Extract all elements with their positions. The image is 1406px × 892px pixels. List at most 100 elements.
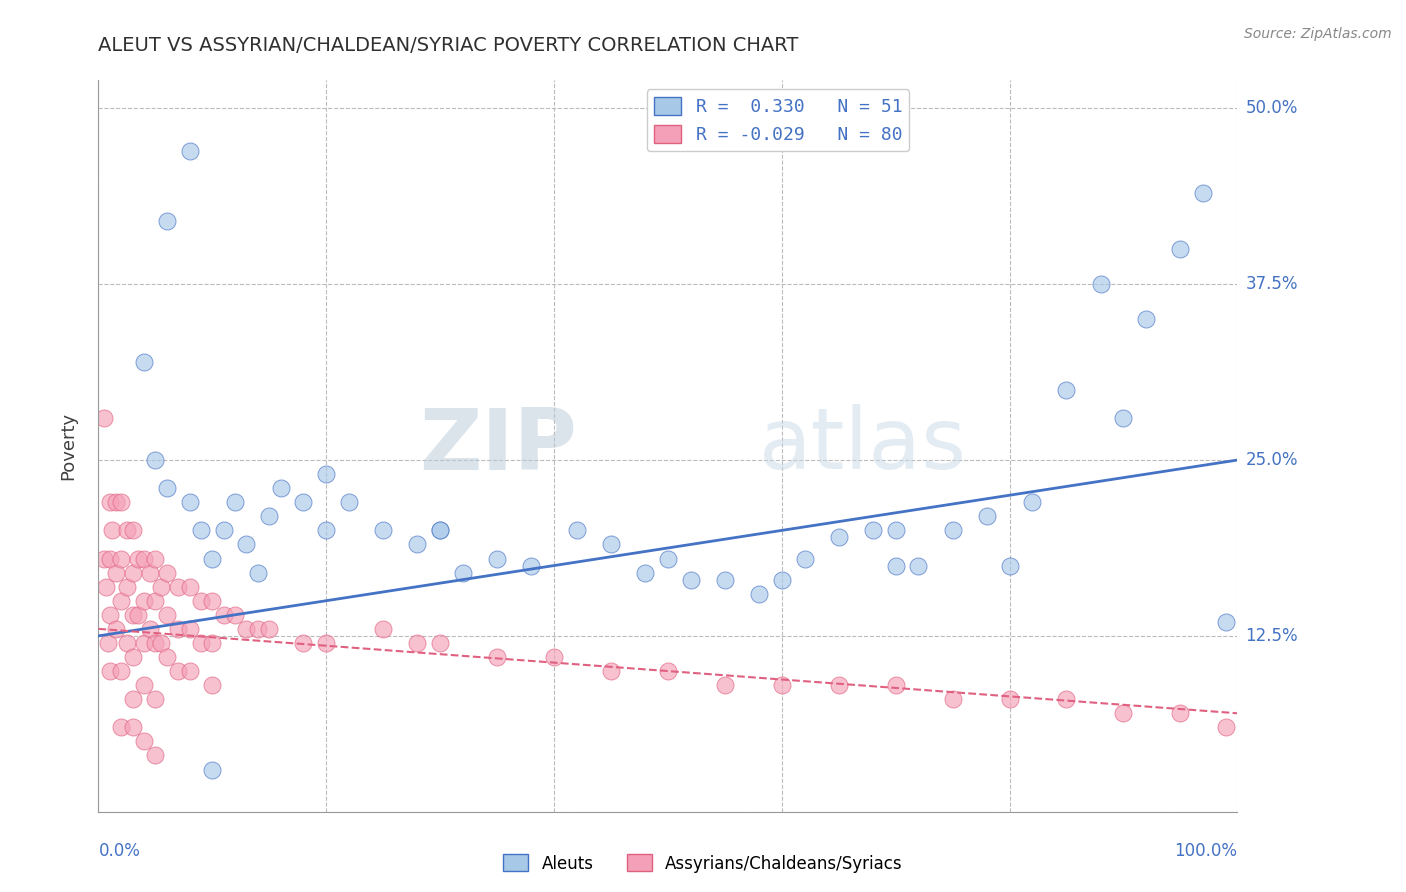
Point bbox=[110, 593, 132, 607]
Point bbox=[145, 593, 167, 607]
Point bbox=[259, 622, 281, 636]
Point bbox=[132, 734, 155, 748]
Point bbox=[486, 551, 509, 566]
Point bbox=[101, 524, 124, 538]
Point bbox=[1192, 186, 1215, 200]
Point bbox=[93, 551, 115, 566]
Point bbox=[942, 692, 965, 706]
Point bbox=[96, 580, 118, 594]
Point bbox=[600, 537, 623, 551]
Legend: R =  0.330   N = 51, R = -0.029   N = 80: R = 0.330 N = 51, R = -0.029 N = 80 bbox=[647, 89, 910, 152]
Point bbox=[132, 678, 155, 692]
Point bbox=[110, 495, 132, 509]
Point bbox=[190, 636, 212, 650]
Point bbox=[1054, 383, 1078, 397]
Point bbox=[104, 622, 127, 636]
Point bbox=[884, 524, 907, 538]
Point bbox=[156, 481, 179, 495]
Text: 25.0%: 25.0% bbox=[1246, 451, 1298, 469]
Y-axis label: Poverty: Poverty bbox=[59, 412, 77, 480]
Point bbox=[770, 573, 793, 587]
Point bbox=[132, 354, 155, 368]
Point bbox=[406, 636, 429, 650]
Point bbox=[201, 593, 224, 607]
Point bbox=[93, 410, 115, 425]
Point bbox=[451, 566, 474, 580]
Point bbox=[121, 607, 143, 622]
Point bbox=[292, 636, 315, 650]
Point bbox=[371, 622, 394, 636]
Point bbox=[167, 664, 190, 678]
Point bbox=[156, 650, 179, 665]
Point bbox=[121, 524, 143, 538]
Point bbox=[110, 720, 132, 734]
Point bbox=[828, 530, 851, 544]
Point bbox=[150, 580, 173, 594]
Point bbox=[486, 650, 509, 665]
Point bbox=[98, 664, 121, 678]
Point bbox=[714, 678, 737, 692]
Point bbox=[98, 607, 121, 622]
Point bbox=[942, 524, 965, 538]
Text: 50.0%: 50.0% bbox=[1246, 99, 1298, 118]
Point bbox=[634, 566, 657, 580]
Point bbox=[1170, 706, 1192, 721]
Point bbox=[793, 551, 815, 566]
Point bbox=[132, 593, 155, 607]
Point bbox=[679, 573, 702, 587]
Point bbox=[190, 524, 212, 538]
Point bbox=[259, 509, 281, 524]
Point bbox=[998, 558, 1021, 573]
Point bbox=[337, 495, 360, 509]
Point bbox=[429, 636, 451, 650]
Point bbox=[98, 495, 121, 509]
Point bbox=[179, 664, 201, 678]
Point bbox=[600, 664, 623, 678]
Point bbox=[212, 524, 235, 538]
Point bbox=[201, 678, 224, 692]
Point bbox=[121, 692, 143, 706]
Point bbox=[246, 566, 269, 580]
Point bbox=[156, 214, 179, 228]
Point bbox=[150, 636, 173, 650]
Point bbox=[104, 566, 127, 580]
Point bbox=[1215, 615, 1237, 629]
Point bbox=[884, 558, 907, 573]
Point bbox=[201, 763, 224, 777]
Point bbox=[98, 551, 121, 566]
Point bbox=[884, 678, 907, 692]
Point bbox=[104, 495, 127, 509]
Point bbox=[179, 622, 201, 636]
Text: atlas: atlas bbox=[759, 404, 967, 488]
Point bbox=[315, 636, 337, 650]
Text: 100.0%: 100.0% bbox=[1174, 842, 1237, 860]
Point bbox=[770, 678, 793, 692]
Text: 0.0%: 0.0% bbox=[98, 842, 141, 860]
Point bbox=[115, 524, 138, 538]
Point bbox=[1054, 692, 1078, 706]
Point bbox=[657, 551, 679, 566]
Point bbox=[406, 537, 429, 551]
Point bbox=[138, 566, 160, 580]
Text: Source: ZipAtlas.com: Source: ZipAtlas.com bbox=[1244, 27, 1392, 41]
Point bbox=[998, 692, 1021, 706]
Point bbox=[145, 453, 167, 467]
Point bbox=[179, 144, 201, 158]
Point bbox=[132, 636, 155, 650]
Point bbox=[748, 587, 770, 601]
Point bbox=[520, 558, 543, 573]
Point bbox=[96, 636, 118, 650]
Point bbox=[145, 551, 167, 566]
Point bbox=[179, 580, 201, 594]
Point bbox=[110, 664, 132, 678]
Point bbox=[543, 650, 565, 665]
Point bbox=[212, 607, 235, 622]
Point bbox=[132, 551, 155, 566]
Point bbox=[429, 524, 451, 538]
Point bbox=[315, 467, 337, 482]
Point bbox=[1021, 495, 1043, 509]
Point bbox=[1112, 410, 1135, 425]
Text: ALEUT VS ASSYRIAN/CHALDEAN/SYRIAC POVERTY CORRELATION CHART: ALEUT VS ASSYRIAN/CHALDEAN/SYRIAC POVERT… bbox=[98, 36, 799, 54]
Point bbox=[1135, 312, 1157, 326]
Point bbox=[167, 622, 190, 636]
